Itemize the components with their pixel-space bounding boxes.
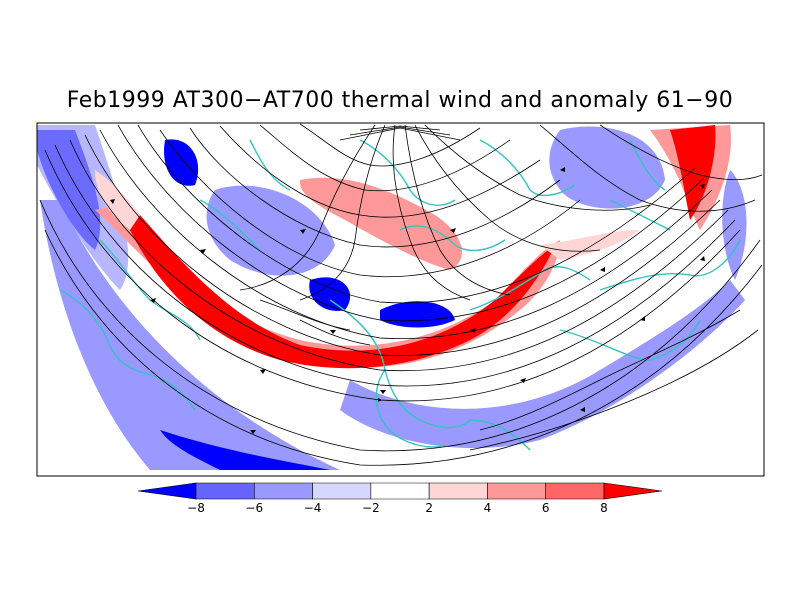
colorbar-tick-label: −6 (245, 501, 263, 515)
colorbar-tick-label: 2 (425, 501, 433, 515)
colorbar-tick-label: 4 (484, 501, 492, 515)
colorbar-swatch (137, 482, 197, 500)
colorbar-tick-label: −4 (304, 501, 322, 515)
positive-anomaly-shading (95, 125, 731, 369)
colorbar-swatch (370, 482, 430, 500)
streamline-arrows (110, 167, 705, 434)
colorbar-tick-label: −2 (362, 501, 380, 515)
streamlines (39, 123, 763, 466)
colorbar-tick-label: −8 (187, 501, 205, 515)
colorbar-tick-label: 8 (600, 501, 608, 515)
map-frame (36, 122, 765, 477)
colorbar-swatch (428, 482, 488, 500)
negative-anomaly-shading (37, 125, 747, 470)
colorbar-swatch (312, 482, 372, 500)
colorbar-swatch (195, 482, 255, 500)
figure-title: Feb1999 AT300−AT700 thermal wind and ano… (66, 88, 734, 113)
colorbar-swatch (545, 482, 605, 500)
colorbar-tick-label: 6 (542, 501, 550, 515)
colorbar-swatch (253, 482, 313, 500)
colorbar-swatch (487, 482, 547, 500)
coastlines (59, 139, 741, 451)
colorbar-swatch (603, 482, 663, 500)
